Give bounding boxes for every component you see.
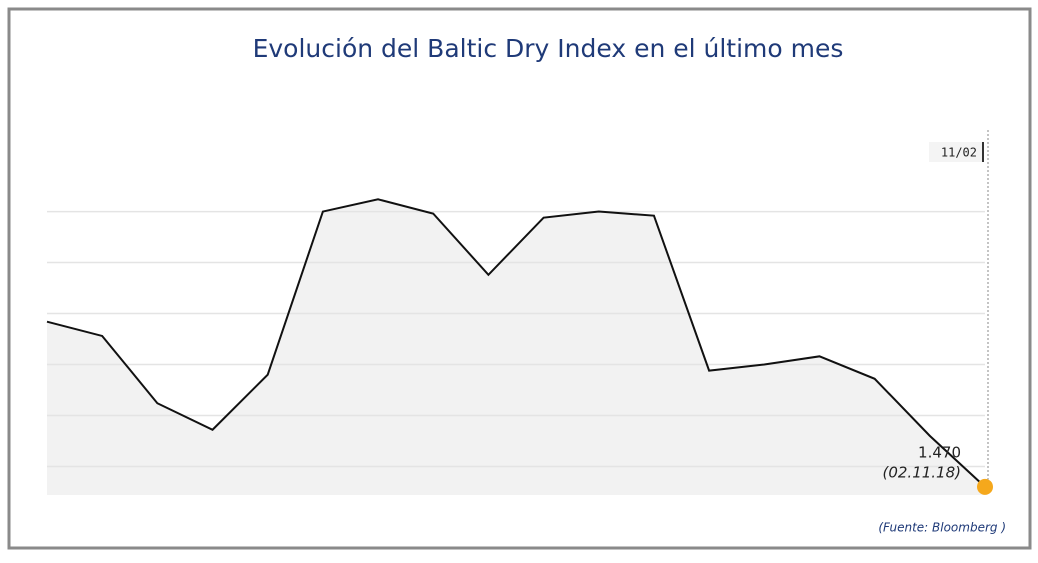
date-annotation: (02.11.18)	[882, 463, 961, 481]
line	[46, 198, 986, 488]
last-point	[977, 478, 993, 495]
area	[47, 199, 985, 496]
x-tick-label: 11/02	[941, 146, 977, 160]
source: (Fuente: Bloomberg )	[878, 521, 1006, 535]
chart-title: Evolución del Baltic Dry Index en el últ…	[253, 34, 844, 63]
value-label: 1.470	[918, 443, 961, 461]
crosshair-label-box	[929, 142, 983, 162]
